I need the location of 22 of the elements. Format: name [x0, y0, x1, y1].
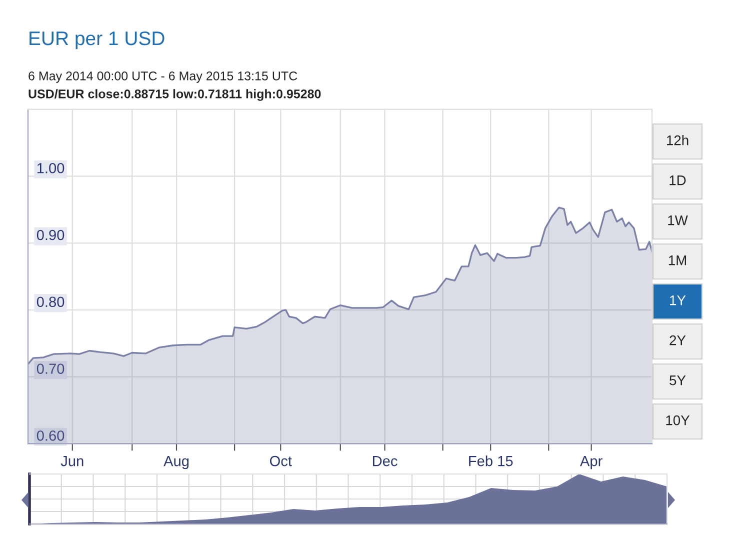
text: 12h [666, 135, 688, 146]
x-tick-label: Apr [580, 456, 602, 470]
y-tick-label: 0.90 [36, 230, 64, 240]
x-tick-label: Oct [270, 456, 292, 466]
x-tick-label: Aug [164, 456, 189, 470]
y-tick-label: 0.60 [36, 430, 64, 441]
text: 1Y [670, 296, 686, 306]
text: 1W [668, 216, 688, 226]
x-tick-label: Jun [60, 456, 84, 466]
chart-subtitle: 6 May 2014 00:00 UTC - 6 May 2015 13:15 UTC [28, 72, 298, 83]
text: 5Y [670, 376, 686, 386]
y-tick-label: 0.80 [36, 296, 64, 308]
x-tick-label: Dec [372, 456, 398, 466]
text: 10Y [666, 415, 690, 426]
x-tick-label: Feb 15 [469, 456, 513, 466]
text: 1D [670, 176, 686, 186]
text: USD/EUR close:0.88715 low:0.71811 high:0.95280 [28, 89, 321, 101]
y-tick-label: 1.00 [37, 162, 64, 174]
text: 2Y [670, 335, 686, 346]
y-tick-label: 0.70 [36, 364, 64, 374]
chart-title: EUR per 1 USD [30, 31, 164, 50]
text: 1M [668, 256, 686, 266]
